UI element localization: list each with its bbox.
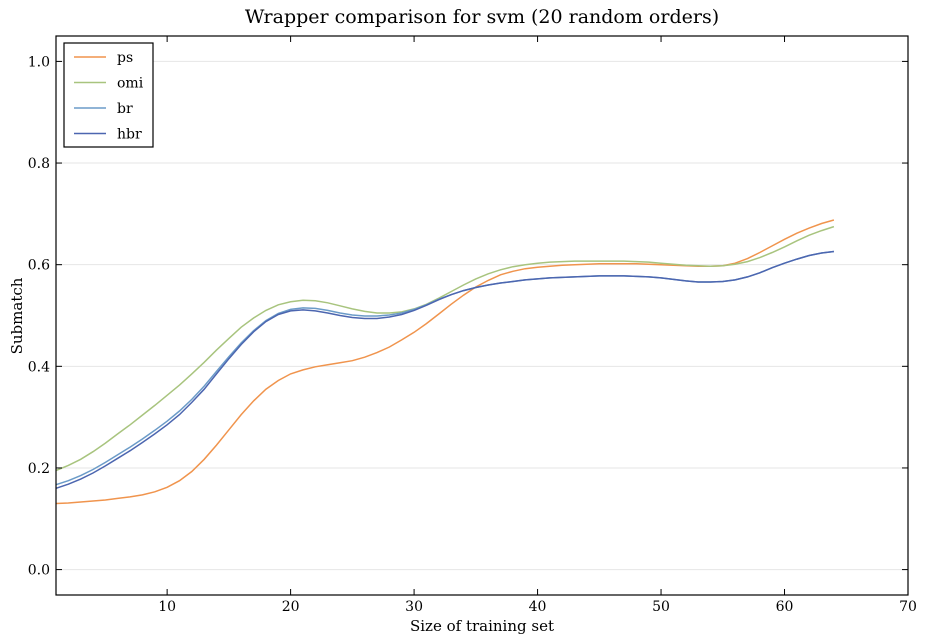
grid-lines (56, 60, 908, 571)
x-tick-label: 20 (282, 599, 300, 615)
x-tick-label: 60 (776, 599, 794, 615)
plot-frame (55, 35, 909, 596)
y-tick-label: 0.8 (28, 156, 50, 172)
y-axis-label: Submatch (8, 277, 26, 354)
series-lines (55, 219, 835, 505)
axis-ticks: 10 20 30 40 50 60 70 0.0 0.2 0.4 0.6 0.8 1.0 (28, 36, 917, 615)
y-tick-label: 0.2 (28, 461, 50, 477)
x-axis-label: Size of training set (410, 617, 554, 635)
series-line-hbr (55, 250, 834, 490)
x-tick-label: 40 (529, 599, 547, 615)
legend-box (63, 42, 154, 148)
y-tick-label: 0.0 (28, 563, 50, 579)
x-tick-label: 70 (899, 599, 917, 615)
legend-label-br: br (117, 101, 133, 117)
x-tick-label: 50 (652, 599, 670, 615)
y-tick-label: 1.0 (28, 54, 50, 70)
chart-title: Wrapper comparison for svm (20 random or… (245, 6, 719, 28)
legend-label-hbr: hbr (117, 127, 142, 143)
legend-label-ps: ps (117, 50, 133, 66)
x-tick-label: 30 (405, 599, 423, 615)
series-line-omi (55, 225, 835, 472)
series-line-ps (55, 219, 835, 505)
legend: ps omi br hbr (63, 42, 154, 148)
y-tick-label: 0.4 (28, 359, 50, 375)
x-tick-label: 10 (158, 599, 176, 615)
series-line-br (55, 250, 834, 486)
y-tick-label: 0.6 (28, 258, 50, 274)
legend-label-omi: omi (117, 76, 144, 92)
